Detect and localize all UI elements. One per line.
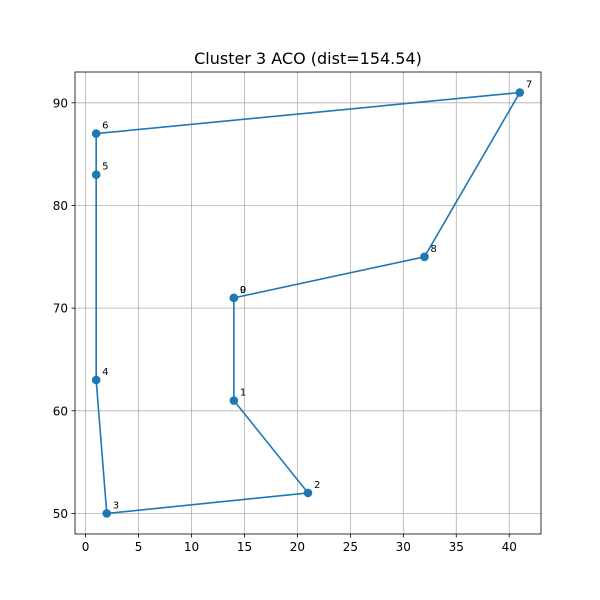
y-tick-label: 70 xyxy=(53,302,68,316)
route-point-9 xyxy=(229,293,239,303)
route-point-5 xyxy=(91,170,101,179)
route-point-label-2: 2 xyxy=(314,480,320,491)
x-tick-label: 10 xyxy=(184,540,199,554)
route-series: 0 1 2 3 4 5 6 7 8 9 xyxy=(91,80,532,518)
route-point-6 xyxy=(91,129,101,138)
route-point-label-7: 7 xyxy=(526,80,532,91)
y-tick-label: 60 xyxy=(53,404,68,418)
chart-title: Cluster 3 ACO (dist=154.54) xyxy=(194,49,422,68)
route-point-label-0: 0 xyxy=(240,285,246,296)
grid xyxy=(75,72,541,534)
route-point-3 xyxy=(102,509,112,518)
route-point-label-4: 4 xyxy=(102,367,108,378)
route-point-label-8: 8 xyxy=(431,244,437,255)
x-tick-label: 30 xyxy=(396,540,411,554)
x-tick-label: 5 xyxy=(135,540,143,554)
y-tick-label: 80 xyxy=(53,199,68,213)
y-tick-label: 50 xyxy=(53,507,68,521)
route-point-label-6: 6 xyxy=(102,121,108,132)
route-point-label-3: 3 xyxy=(113,500,119,511)
x-tick-label: 40 xyxy=(502,540,517,554)
route-point-label-9: 9 xyxy=(240,285,246,296)
x-tick-label: 20 xyxy=(290,540,305,554)
x-tick-label: 0 xyxy=(82,540,90,554)
x-tick-label: 35 xyxy=(449,540,464,554)
plot-frame xyxy=(74,71,542,535)
route-point-label-1: 1 xyxy=(240,388,246,399)
y-tick-label: 90 xyxy=(53,96,68,110)
route-point-4 xyxy=(91,375,101,385)
route-line xyxy=(95,91,521,515)
route-point-8 xyxy=(420,252,429,262)
x-tick-label: 25 xyxy=(343,540,358,554)
x-tick-label: 15 xyxy=(237,540,252,554)
route-point-label-5: 5 xyxy=(102,162,108,173)
route-point-7 xyxy=(515,88,525,97)
route-point-1 xyxy=(229,396,239,405)
route-point-2 xyxy=(303,488,313,498)
